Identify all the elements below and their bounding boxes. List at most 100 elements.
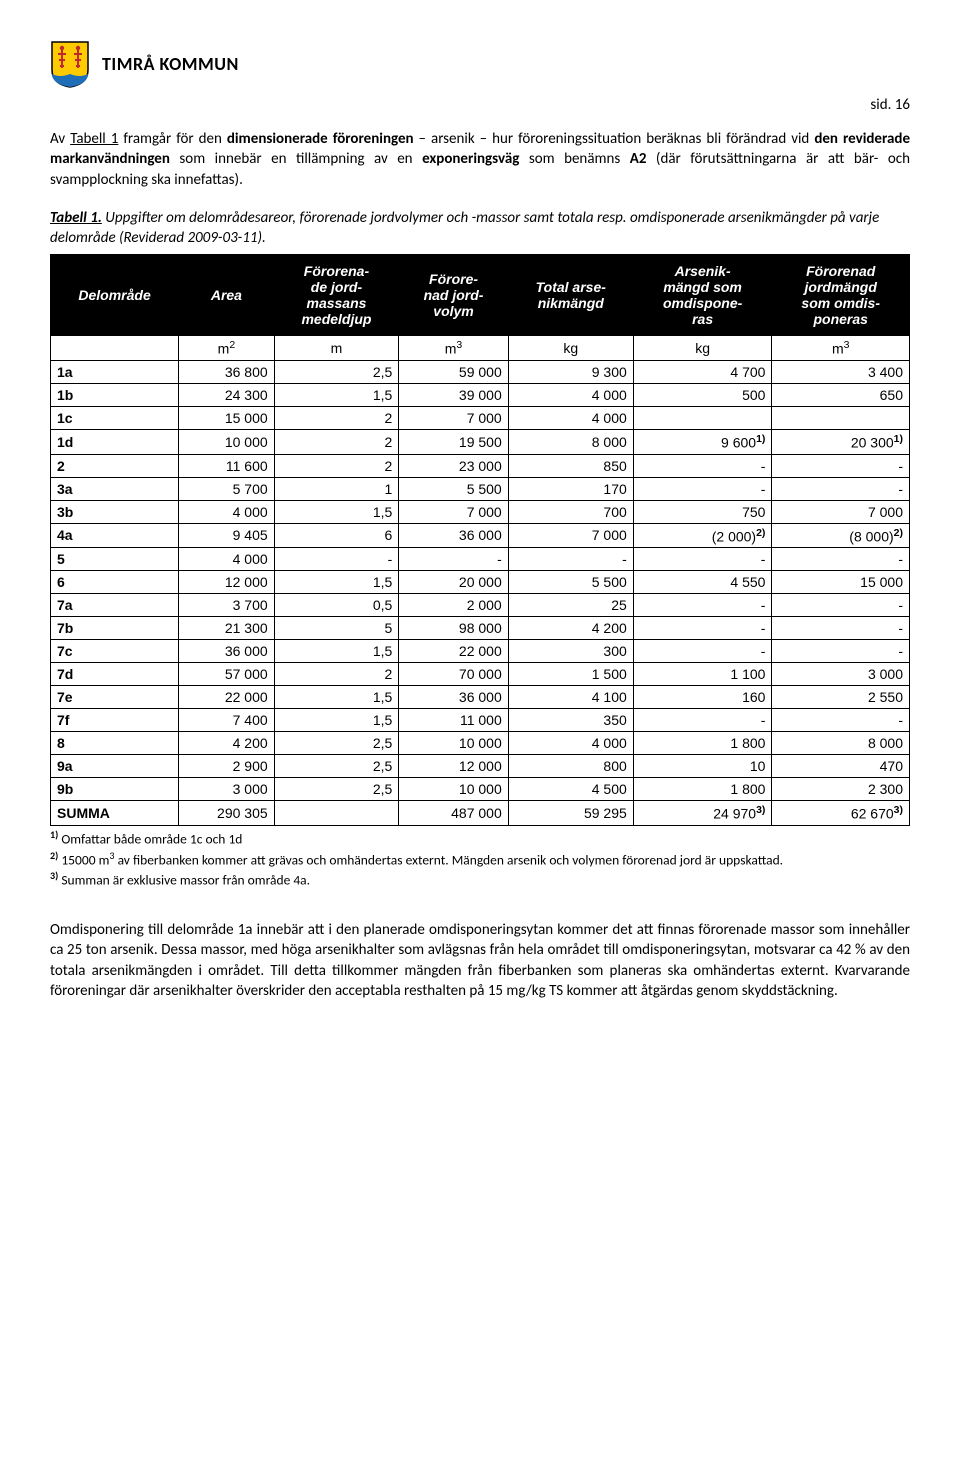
data-cell: 25 <box>508 594 633 617</box>
data-cell: - <box>772 594 910 617</box>
data-cell: 70 000 <box>399 663 508 686</box>
data-cell: (2 000)2) <box>633 523 772 548</box>
row-label: 1a <box>51 360 179 383</box>
table-row: 1d10 000219 5008 0009 6001)20 3001) <box>51 429 910 454</box>
data-cell: 800 <box>508 755 633 778</box>
data-cell: 21 300 <box>179 617 275 640</box>
data-cell: 2 300 <box>772 778 910 801</box>
row-label: 1d <box>51 429 179 454</box>
data-cell: 1,5 <box>274 686 399 709</box>
table-body: m2mm3kgkgm31a36 8002,559 0009 3004 7003 … <box>51 336 910 826</box>
data-cell: 5 500 <box>399 477 508 500</box>
table-row: 1a36 8002,559 0009 3004 7003 400 <box>51 360 910 383</box>
data-cell: 300 <box>508 640 633 663</box>
table-row: 7c36 0001,522 000300-- <box>51 640 910 663</box>
row-label: 3a <box>51 477 179 500</box>
col-header: Delområde <box>51 255 179 336</box>
data-cell: 4 100 <box>508 686 633 709</box>
row-label: 7b <box>51 617 179 640</box>
data-cell: 4 200 <box>179 732 275 755</box>
data-cell: 170 <box>508 477 633 500</box>
data-cell: 2 <box>274 663 399 686</box>
table-row: 7f7 4001,511 000350-- <box>51 709 910 732</box>
data-cell: 470 <box>772 755 910 778</box>
data-cell: 1,5 <box>274 383 399 406</box>
data-cell: 5 700 <box>179 477 275 500</box>
table-row: 84 2002,510 0004 0001 8008 000 <box>51 732 910 755</box>
tabell-link[interactable]: Tabell 1 <box>70 130 118 148</box>
data-cell: 4 550 <box>633 571 772 594</box>
row-label: 7e <box>51 686 179 709</box>
unit-cell <box>51 336 179 361</box>
table-row: 3a5 70015 500170-- <box>51 477 910 500</box>
table-row: 1b24 3001,539 0004 000500650 <box>51 383 910 406</box>
data-cell: 650 <box>772 383 910 406</box>
data-cell: - <box>772 617 910 640</box>
unit-cell: m2 <box>179 336 275 361</box>
data-cell: 6 <box>274 523 399 548</box>
data-cell: 7 000 <box>399 406 508 429</box>
table-row: 9b3 0002,510 0004 5001 8002 300 <box>51 778 910 801</box>
data-cell: 9 405 <box>179 523 275 548</box>
data-cell: 1,5 <box>274 709 399 732</box>
data-cell: 10 000 <box>399 732 508 755</box>
data-cell: 12 000 <box>179 571 275 594</box>
data-cell: - <box>274 548 399 571</box>
data-cell: 3 400 <box>772 360 910 383</box>
table-row: 612 0001,520 0005 5004 55015 000 <box>51 571 910 594</box>
table-row: 9a2 9002,512 00080010470 <box>51 755 910 778</box>
unit-cell: m3 <box>399 336 508 361</box>
data-cell: 1 100 <box>633 663 772 686</box>
data-cell: 20 000 <box>399 571 508 594</box>
row-label: 7a <box>51 594 179 617</box>
data-cell: 9 6001) <box>633 429 772 454</box>
row-label: 9a <box>51 755 179 778</box>
row-label: 4a <box>51 523 179 548</box>
page-header: TIMRÅ KOMMUN <box>50 40 910 88</box>
data-cell: 7 400 <box>179 709 275 732</box>
row-label: 1c <box>51 406 179 429</box>
data-cell <box>633 406 772 429</box>
data-cell: 9 300 <box>508 360 633 383</box>
data-cell: 11 000 <box>399 709 508 732</box>
footnotes: 1) Omfattar både område 1c och 1d 2) 150… <box>50 828 910 890</box>
table-row: 1c15 00027 0004 000 <box>51 406 910 429</box>
data-cell: 350 <box>508 709 633 732</box>
table-head: DelområdeAreaFörorena-de jord-massansmed… <box>51 255 910 336</box>
data-cell: 24 9703) <box>633 801 772 826</box>
data-cell: 2,5 <box>274 778 399 801</box>
data-cell: (8 000)2) <box>772 523 910 548</box>
data-cell: 2 900 <box>179 755 275 778</box>
data-cell: 2,5 <box>274 360 399 383</box>
data-table: DelområdeAreaFörorena-de jord-massansmed… <box>50 254 910 826</box>
data-cell: 10 000 <box>399 778 508 801</box>
data-cell: 7 000 <box>772 500 910 523</box>
data-cell: 290 305 <box>179 801 275 826</box>
data-cell: 22 000 <box>179 686 275 709</box>
data-cell: - <box>633 477 772 500</box>
data-cell: 20 3001) <box>772 429 910 454</box>
data-cell: 4 000 <box>508 732 633 755</box>
data-cell: 5 <box>274 617 399 640</box>
data-cell: - <box>633 617 772 640</box>
data-cell: 4 700 <box>633 360 772 383</box>
row-label: 1b <box>51 383 179 406</box>
unit-cell: m <box>274 336 399 361</box>
data-cell: 8 000 <box>508 429 633 454</box>
data-cell: 57 000 <box>179 663 275 686</box>
table-row: 7a3 7000,52 00025-- <box>51 594 910 617</box>
row-label: 6 <box>51 571 179 594</box>
data-cell: 36 000 <box>179 640 275 663</box>
page-number: sid. 16 <box>50 96 910 114</box>
org-name: TIMRÅ KOMMUN <box>102 53 239 75</box>
data-cell: 59 295 <box>508 801 633 826</box>
data-cell: 1,5 <box>274 571 399 594</box>
row-label: 7c <box>51 640 179 663</box>
data-cell: 1 <box>274 477 399 500</box>
table-row: SUMMA290 305487 00059 29524 9703)62 6703… <box>51 801 910 826</box>
col-header: Förore-nad jord-volym <box>399 255 508 336</box>
data-cell: 2,5 <box>274 732 399 755</box>
data-cell: 2 <box>274 454 399 477</box>
data-cell: 4 000 <box>508 383 633 406</box>
row-label: 9b <box>51 778 179 801</box>
